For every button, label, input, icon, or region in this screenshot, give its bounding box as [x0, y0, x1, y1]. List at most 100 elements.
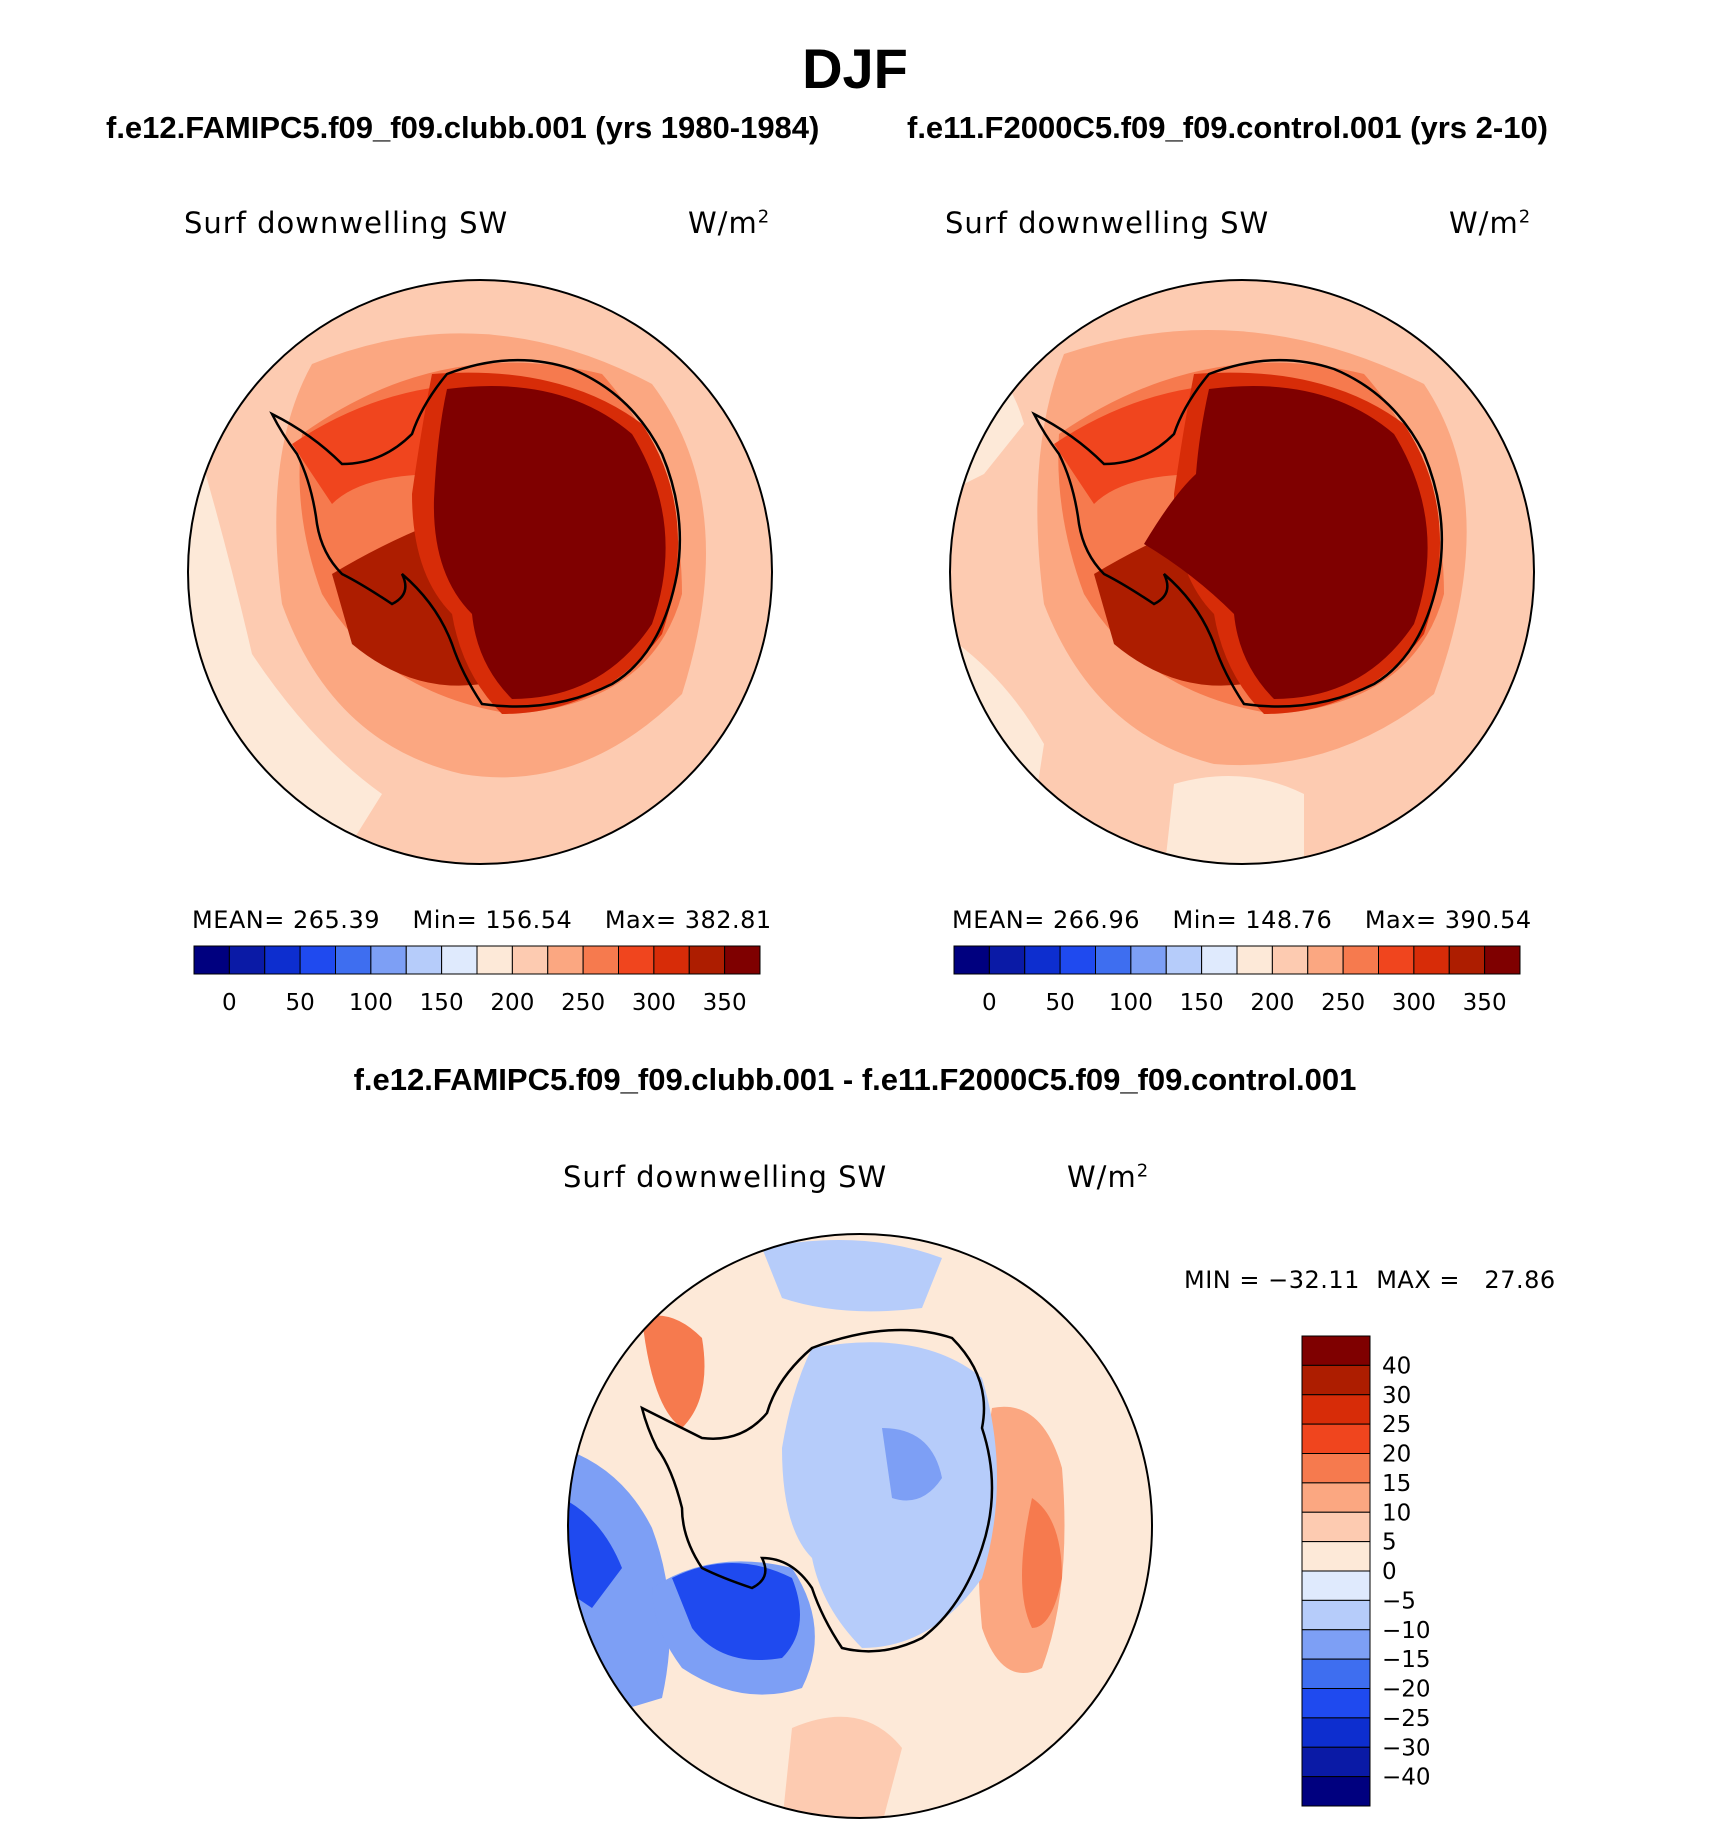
- panel2-colorbar-tick: 350: [1463, 990, 1507, 1016]
- diff-strong-neg-west: [568, 1498, 622, 1608]
- diff-strong-neg-ross: [672, 1563, 800, 1660]
- panel2-colorbar-box: [1059, 945, 1096, 975]
- case2-title: f.e11.F2000C5.f09_f09.control.001 (yrs 2…: [907, 110, 1549, 145]
- panel2-colorbar-tick: 150: [1180, 990, 1224, 1016]
- panel1-map: [187, 279, 773, 865]
- panel1-colorbar-box: [582, 945, 619, 975]
- panel2-colorbar-box: [1201, 945, 1238, 975]
- panel1-colorbar-tick: 250: [561, 990, 605, 1016]
- diff-colorbar-tick: 30: [1382, 1383, 1411, 1409]
- season-title: DJF: [802, 37, 908, 100]
- panel1-colorbar-tick: 350: [703, 990, 747, 1016]
- difference-map: [567, 1233, 1153, 1819]
- panel1-colorbar-box: [193, 945, 230, 975]
- panel2-colorbar-tick: 250: [1321, 990, 1365, 1016]
- diff-colorbar-box: [1301, 1717, 1371, 1748]
- diff-colorbar-tick: −5: [1382, 1588, 1416, 1614]
- diff-colorbar-box: [1301, 1541, 1371, 1572]
- panel2-variable: Surf downwelling SW: [945, 206, 1270, 240]
- panel1-colorbar-box: [299, 945, 336, 975]
- panel1-max-label: Max=: [604, 906, 677, 934]
- panel1-colorbar-box: [228, 945, 266, 975]
- diff-colorbar-box: [1301, 1746, 1371, 1778]
- panel2-colorbar-box: [953, 945, 990, 975]
- panel2-colorbar-box: [1484, 945, 1521, 975]
- panel2-map: [949, 279, 1535, 865]
- diff-colorbar-tick: −10: [1382, 1618, 1431, 1644]
- diff-colorbar-tick: −15: [1382, 1647, 1431, 1673]
- panel2-colorbar-box: [1130, 945, 1167, 975]
- panel2-colorbar-tick: 200: [1250, 990, 1294, 1016]
- panel1-colorbar-box: [511, 945, 549, 975]
- panel2-min-value: 148.76: [1245, 906, 1333, 934]
- panel1-colorbar-box: [264, 945, 301, 975]
- diff-land-field: [782, 1342, 997, 1648]
- panel1-colorbar-box: [405, 945, 443, 975]
- panel1-colorbar-box: [688, 945, 726, 975]
- panel1-colorbar-box: [653, 945, 690, 975]
- diff-variable: Surf downwelling SW: [563, 1160, 888, 1194]
- panel2-mean-label: MEAN=: [952, 906, 1045, 934]
- diff-min-label: MIN =: [1184, 1266, 1260, 1294]
- panel2-land-max: [1144, 386, 1428, 699]
- panel2-max-value: 390.54: [1444, 906, 1532, 934]
- panel1-mean-value: 265.39: [293, 906, 380, 934]
- panel1-land-max: [433, 386, 666, 699]
- panel1-units: W/m2: [688, 206, 771, 240]
- panel2-low-region-s: [1164, 776, 1304, 864]
- panel1-colorbar-box: [370, 945, 407, 975]
- diff-pos-peninsula: [642, 1315, 705, 1428]
- panel1-colorbar: 0 50 100 150 200 250 300 350: [193, 945, 761, 1016]
- panel1-stats: MEAN= 265.39 Min= 156.54 Max= 382.81: [192, 906, 772, 934]
- panel2-colorbar-box: [1378, 945, 1415, 975]
- diff-colorbar-tick: 10: [1382, 1500, 1411, 1526]
- panel1-colorbar-tick: 0: [222, 990, 237, 1016]
- panel2-colorbar-box: [1271, 945, 1309, 975]
- panel1-min-value: 156.54: [485, 906, 573, 934]
- panel1-colorbar-box: [335, 945, 372, 975]
- panel2-colorbar-tick: 50: [1045, 990, 1074, 1016]
- diff-colorbar-box: [1301, 1629, 1371, 1660]
- panel1-variable: Surf downwelling SW: [184, 206, 509, 240]
- panel1-colorbar-box: [441, 945, 478, 975]
- panel2-stats: MEAN= 266.96 Min= 148.76 Max= 390.54: [952, 906, 1532, 934]
- diff-land-patch: [882, 1428, 942, 1501]
- panel2-colorbar-tick: 100: [1109, 990, 1153, 1016]
- diff-max-label: MAX =: [1376, 1266, 1461, 1294]
- panel2-mean-value: 266.96: [1053, 906, 1140, 934]
- panel2-min-label: Min=: [1172, 906, 1238, 934]
- diff-minmax: MIN = −32.11 MAX = 27.86: [1184, 1266, 1556, 1294]
- diff-colorbar-box: [1301, 1364, 1371, 1396]
- panel1-colorbar-box: [618, 945, 655, 975]
- diff-colorbar-box: [1301, 1482, 1371, 1513]
- diff-colorbar-box: [1301, 1511, 1371, 1543]
- diff-colorbar-tick: 25: [1382, 1412, 1411, 1438]
- panel2-colorbar-box: [1307, 945, 1344, 975]
- diff-colorbar-box: [1301, 1453, 1371, 1484]
- diff-colorbar-tick: 5: [1382, 1530, 1397, 1556]
- panel1-colorbar-tick: 100: [349, 990, 393, 1016]
- diff-colorbar-box: [1301, 1423, 1371, 1454]
- diff-colorbar-box: [1301, 1599, 1371, 1631]
- diff-min-value: −32.11: [1268, 1266, 1360, 1294]
- panel2-colorbar-tick: 300: [1392, 990, 1436, 1016]
- diff-colorbar-box: [1301, 1688, 1371, 1719]
- diff-colorbar-box: [1301, 1570, 1371, 1601]
- panel2-colorbar-box: [1448, 945, 1486, 975]
- diff-strong-pos-east: [1022, 1498, 1062, 1628]
- panel1-coastline: [269, 358, 682, 708]
- diff-colorbar-tick: −25: [1382, 1706, 1431, 1732]
- diff-colorbar-tick: −30: [1382, 1735, 1431, 1761]
- panel1-colorbar-tick: 200: [490, 990, 534, 1016]
- diff-colorbar-tick: 20: [1382, 1442, 1411, 1468]
- panel1-colorbar-tick: 150: [420, 990, 464, 1016]
- panel2-max-label: Max=: [1364, 906, 1437, 934]
- diff-colorbar-tick: 0: [1382, 1559, 1397, 1585]
- panel1-max-value: 382.81: [684, 906, 772, 934]
- panel1-colorbar-box: [476, 945, 513, 975]
- panel2-colorbar-tick: 0: [982, 990, 997, 1016]
- diff-neg-region-north: [762, 1240, 942, 1312]
- diff-pos-region-south: [782, 1716, 902, 1818]
- diff-colorbar-box: [1301, 1335, 1371, 1366]
- panel1-colorbar-box: [547, 945, 584, 975]
